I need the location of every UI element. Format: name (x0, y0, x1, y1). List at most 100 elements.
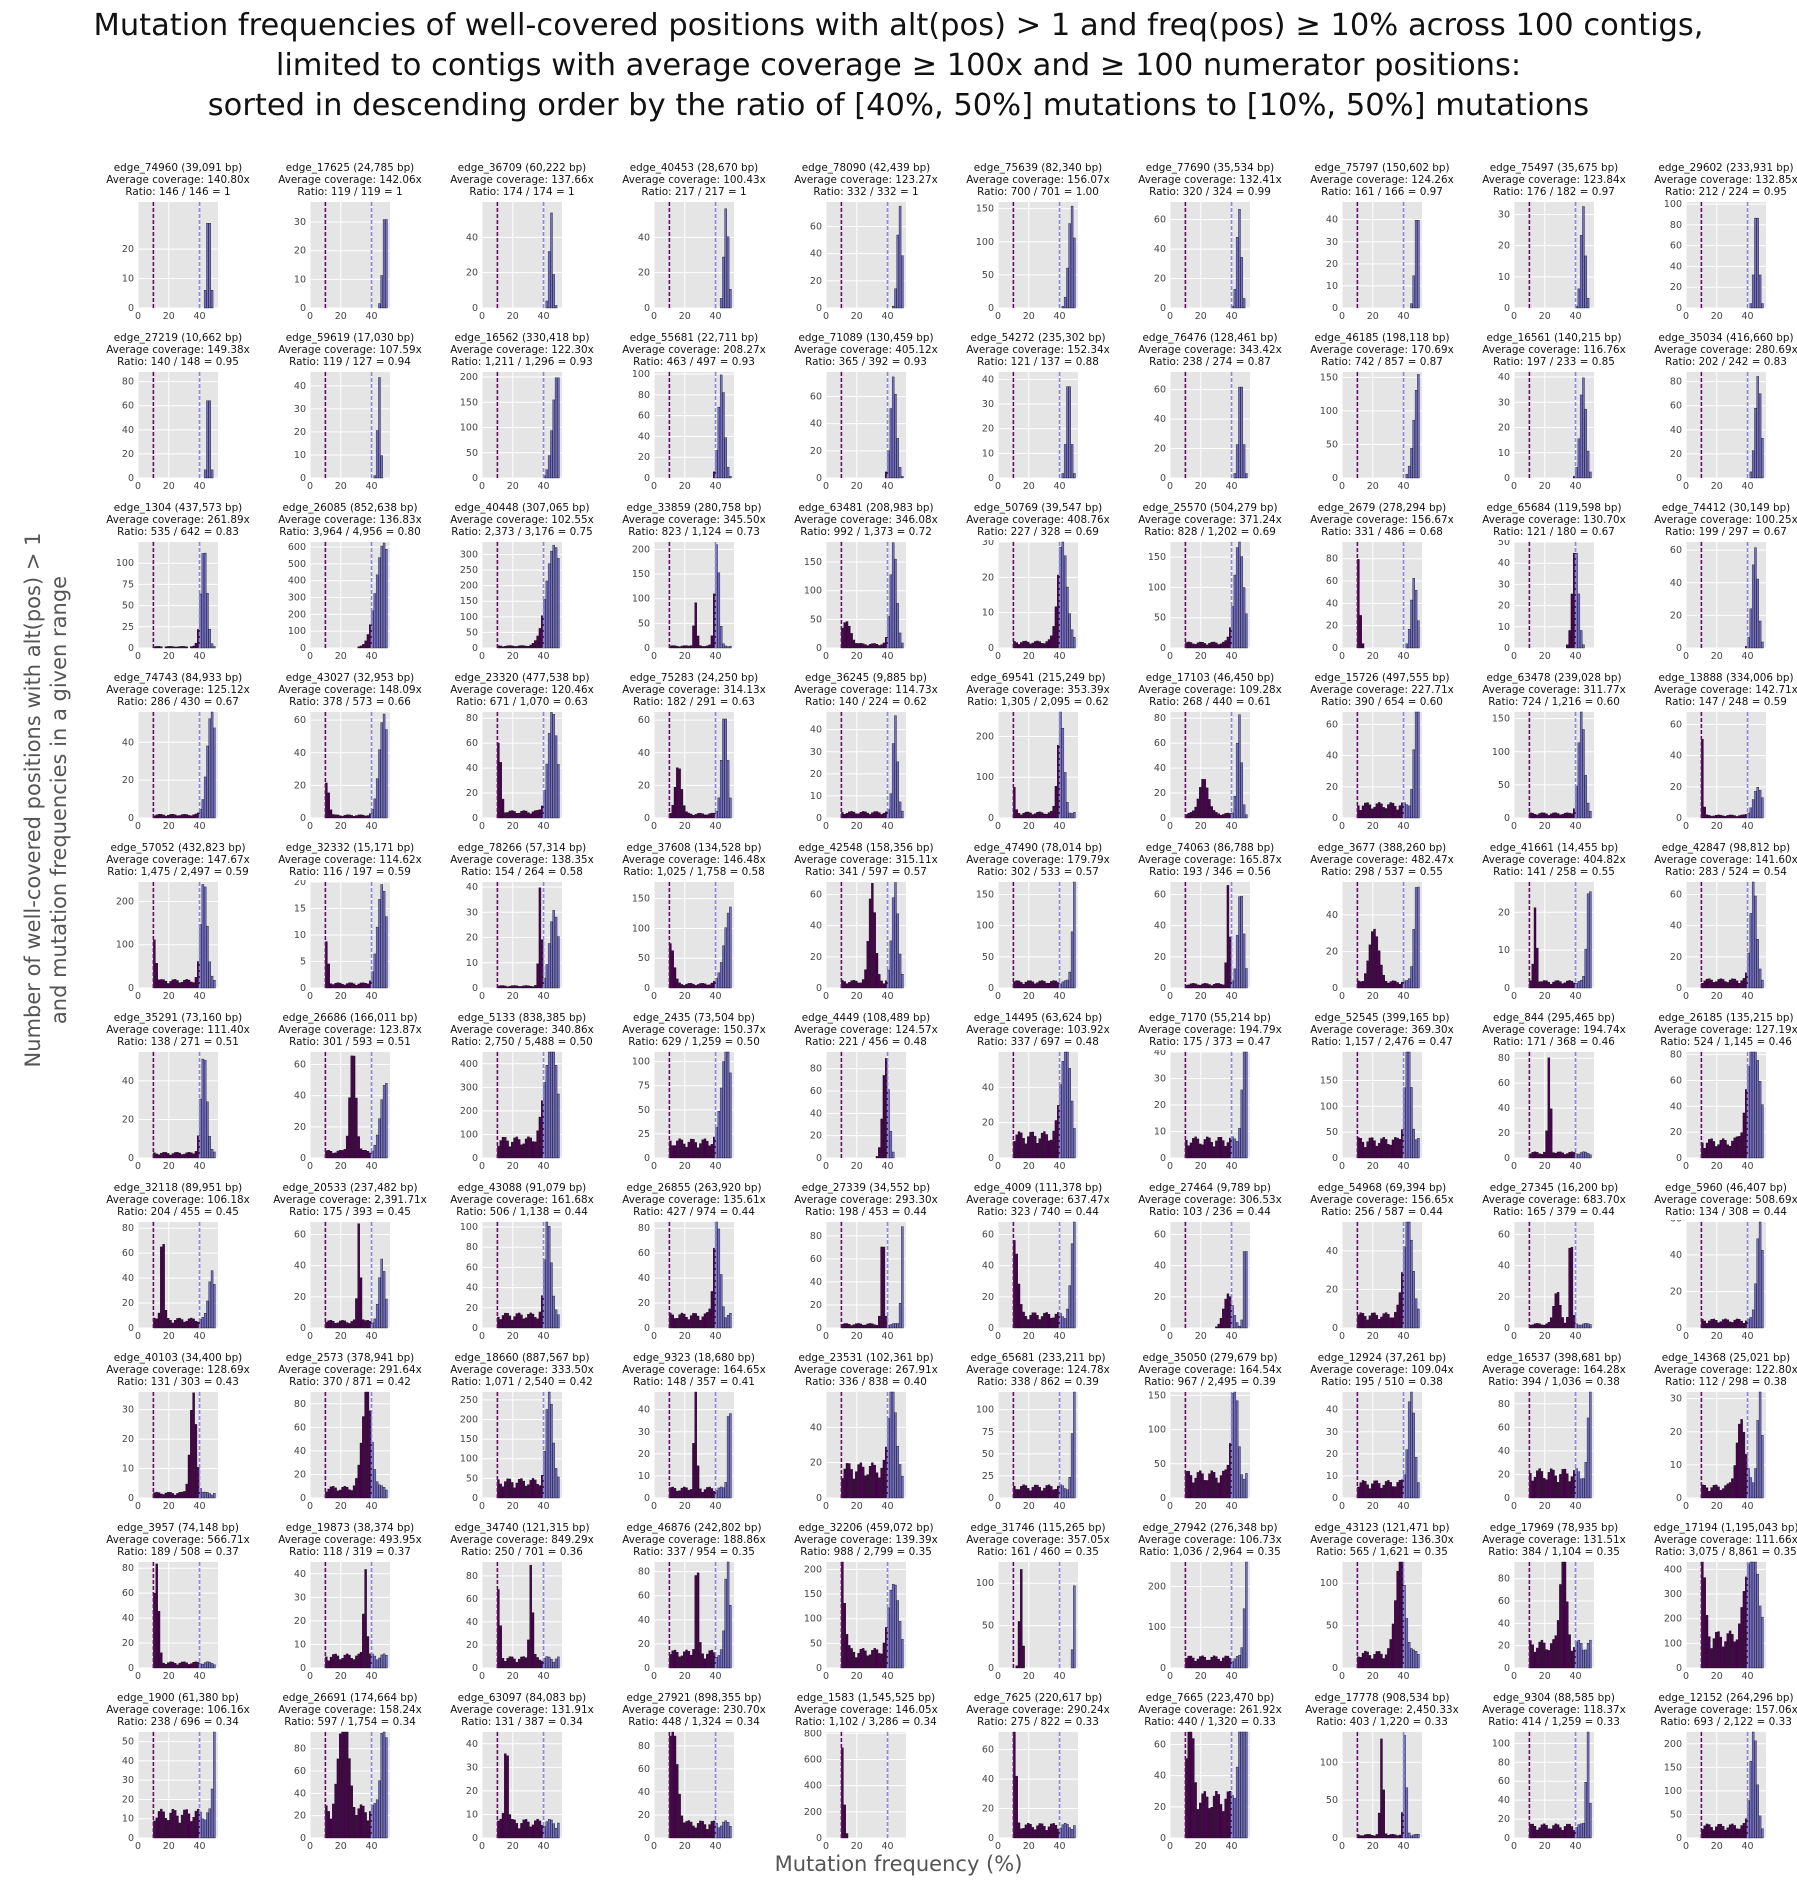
histogram-bar (1054, 786, 1058, 819)
histogram-bar (1226, 812, 1230, 819)
histogram-bar (719, 1274, 723, 1329)
histogram-bar (710, 1144, 714, 1159)
x-tick-label: 40 (193, 481, 205, 492)
x-tick-label: 40 (709, 991, 721, 1002)
x-tick-label: 40 (1225, 991, 1237, 1002)
histogram-panel: edge_78266 (57,314 bp) Average coverage: … (436, 842, 608, 1014)
histogram-bar (898, 801, 902, 819)
y-tick-label: 100 (460, 1454, 478, 1465)
x-tick-label: 40 (881, 821, 893, 832)
panel-title: edge_63097 (84,083 bp) (457, 1692, 587, 1704)
histogram-bar (1066, 979, 1069, 989)
histogram-bar (1245, 968, 1248, 989)
y-tick-label: 20 (810, 276, 822, 287)
y-tick-label: 0 (816, 1153, 822, 1164)
histogram-bar (1061, 1824, 1065, 1839)
histogram-bar (1398, 1561, 1402, 1669)
histogram-bar (378, 377, 381, 479)
panel-title: edge_40453 (28,670 bp) (629, 162, 759, 174)
panel-ratio: Ratio: 182 / 291 = 0.63 (633, 696, 755, 708)
histogram-bar (845, 1463, 849, 1499)
histogram-bar (1029, 1824, 1032, 1839)
histogram-bar (1540, 1639, 1544, 1669)
histogram-bar (515, 1136, 519, 1159)
histogram-bar (1242, 298, 1246, 309)
histogram-bar (180, 1154, 184, 1159)
histogram-bar (1063, 1318, 1067, 1329)
histogram-bar (534, 1479, 537, 1499)
histogram-bar (1382, 1658, 1385, 1669)
histogram-bar (513, 1658, 516, 1669)
x-tick-label: 0 (479, 991, 485, 1002)
panel-title: edge_1900 (61,380 bp) (117, 1692, 239, 1704)
histogram-bar (1368, 1834, 1372, 1839)
histogram-bar (1357, 1137, 1360, 1159)
histogram-bar (1238, 1128, 1241, 1159)
y-tick-label: 20 (122, 775, 134, 786)
panel-title: edge_59619 (17,030 bp) (285, 332, 415, 344)
histogram-bar (1566, 1601, 1569, 1669)
x-tick-label: 40 (1397, 1671, 1409, 1682)
histogram-bar (364, 1320, 367, 1329)
panel-title: edge_69541 (215,249 bp) (970, 672, 1106, 684)
histogram-bar (878, 1477, 881, 1499)
y-tick-label: 0 (644, 303, 650, 314)
histogram-bar (703, 646, 707, 649)
histogram-bar (1403, 1585, 1406, 1669)
histogram-bar (1043, 643, 1046, 649)
y-tick-label: 40 (1498, 1618, 1510, 1629)
y-tick-label: 50 (1498, 540, 1510, 548)
histogram-bar (359, 645, 363, 649)
panel-title: edge_1900 (61,380 bp) Average coverage: 1… (82, 1692, 274, 1728)
histogram-bar (1052, 1317, 1055, 1329)
histogram-bar (534, 1654, 537, 1669)
histogram-bar (557, 764, 560, 819)
histogram-bar (1549, 813, 1553, 819)
histogram-bar (882, 1246, 886, 1329)
histogram-bar (1751, 274, 1755, 309)
histogram-bar (1556, 1620, 1560, 1669)
histogram-bar (1245, 613, 1248, 649)
histogram-bar (1226, 1655, 1230, 1669)
histogram-bar (1242, 1251, 1246, 1329)
histogram-bar (891, 1584, 895, 1669)
histogram-bar (201, 1491, 205, 1499)
histogram-bar (332, 814, 335, 819)
histogram-bar (1389, 802, 1392, 819)
histogram-bar (1398, 1292, 1402, 1329)
histogram-bar (180, 981, 184, 989)
histogram-bar (696, 984, 700, 989)
histogram-bar (868, 1466, 872, 1499)
histogram-bar (178, 815, 181, 819)
histogram-bar (1412, 1649, 1415, 1669)
panel-ratio: Ratio: 1,036 / 2,964 = 0.35 (1139, 1546, 1281, 1558)
y-tick-label: 40 (638, 1615, 650, 1626)
histogram-panel: edge_40448 (307,065 bp) Average coverage:… (436, 502, 608, 674)
histogram-bar (178, 1822, 181, 1839)
histogram-bar (1373, 1835, 1376, 1839)
y-tick-label: 0 (1332, 1323, 1338, 1334)
histogram-bar (1573, 1647, 1576, 1669)
x-tick-label: 20 (1195, 991, 1207, 1002)
histogram-bar (343, 984, 347, 989)
histogram-bar (676, 1490, 679, 1499)
panel-coverage: Average coverage: 345.50x (622, 514, 766, 526)
panel-coverage: Average coverage: 179.79x (966, 854, 1110, 866)
histogram-bar (355, 1478, 358, 1499)
histogram-bar (203, 552, 207, 649)
y-tick-label: 150 (632, 569, 650, 580)
histogram-bar (520, 811, 523, 819)
histogram-bar (501, 1812, 505, 1839)
histogram-bar (1728, 1630, 1732, 1669)
histogram-bar (1027, 980, 1030, 989)
panel-ratio: Ratio: 506 / 1,138 = 0.44 (456, 1206, 588, 1218)
panel-title: edge_14368 (25,021 bp) (1661, 1352, 1791, 1364)
histogram-bar (373, 1318, 377, 1329)
histogram-bar (517, 812, 521, 819)
histogram-bar (1412, 275, 1415, 309)
histogram-bar (501, 1658, 505, 1669)
